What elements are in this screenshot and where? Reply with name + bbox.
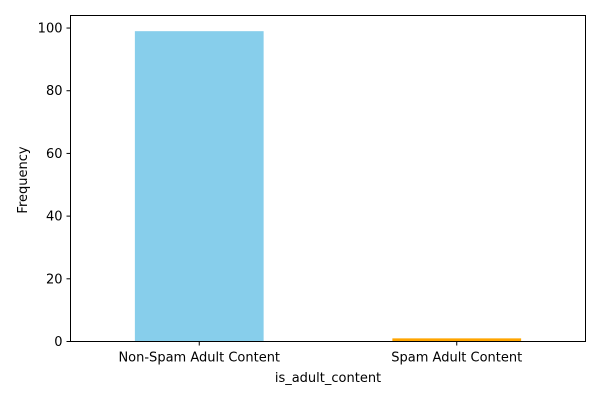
y-axis-title: Frequency (16, 146, 31, 213)
y-tick-label-5: 100 (38, 22, 63, 37)
bars-layer (134, 31, 522, 342)
y-tick-label-1: 20 (46, 272, 63, 287)
x-axis-title: is_adult_content (275, 371, 381, 386)
y-tick-label-2: 40 (46, 210, 63, 225)
y-tick-label-0: 0 (54, 335, 62, 350)
y-tick-label-4: 80 (46, 84, 63, 99)
plot-area-frame (70, 15, 586, 342)
y-axis-ticks: 0 20 40 60 80 100 (38, 22, 71, 350)
bar-1 (392, 338, 522, 342)
x-tick-label-1: Spam Adult Content (391, 351, 522, 366)
x-axis-ticks: Non-Spam Adult Content Spam Adult Content (118, 341, 522, 366)
y-tick-label-3: 60 (46, 147, 63, 162)
bar-0 (134, 31, 264, 342)
x-tick-label-0: Non-Spam Adult Content (118, 351, 280, 366)
